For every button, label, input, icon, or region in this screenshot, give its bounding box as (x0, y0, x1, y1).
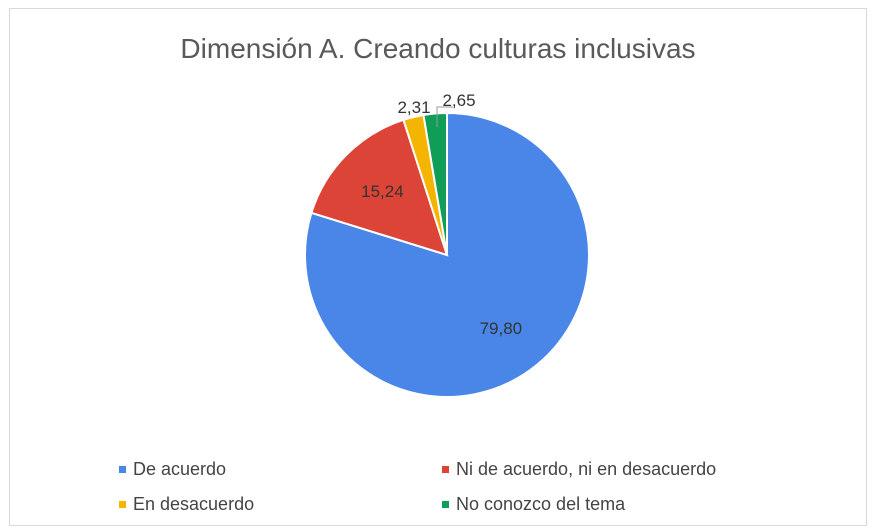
legend-item-de-acuerdo: De acuerdo (119, 459, 226, 480)
pie-data-label-1: 15,24 (361, 182, 404, 201)
chart-title: Dimensión A. Creando culturas inclusivas (180, 33, 696, 64)
legend-label: Ni de acuerdo, ni en desacuerdo (456, 459, 717, 479)
pie-slice-3 (422, 111, 448, 256)
chart-frame: Dimensión A. Creando culturas inclusivas… (9, 8, 867, 526)
legend-swatch-ni-de-acuerdo (442, 466, 449, 473)
pie-data-label-2: 2,31 (397, 98, 430, 117)
pie-data-label-3: 2,65 (442, 91, 475, 110)
legend-swatch-en-desacuerdo (119, 501, 126, 508)
leader-line-3 (436, 106, 453, 127)
legend-item-no-conozco: No conozco del tema (442, 494, 625, 515)
legend-item-en-desacuerdo: En desacuerdo (119, 494, 254, 515)
legend-swatch-no-conozco (442, 501, 449, 508)
legend-label: De acuerdo (133, 459, 227, 479)
legend-item-ni-de-acuerdo: Ni de acuerdo, ni en desacuerdo (442, 459, 716, 480)
legend-label: No conozco del tema (456, 494, 626, 514)
legend: De acuerdo Ni de acuerdo, ni en desacuer… (10, 452, 866, 522)
legend-label: En desacuerdo (133, 494, 255, 514)
legend-swatch-de-acuerdo (119, 466, 126, 473)
pie-chart: 79,80 15,24 2,31 2,65 (304, 91, 590, 398)
pie-slice-1 (310, 118, 449, 257)
pie-data-label-0: 79,80 (480, 319, 523, 338)
